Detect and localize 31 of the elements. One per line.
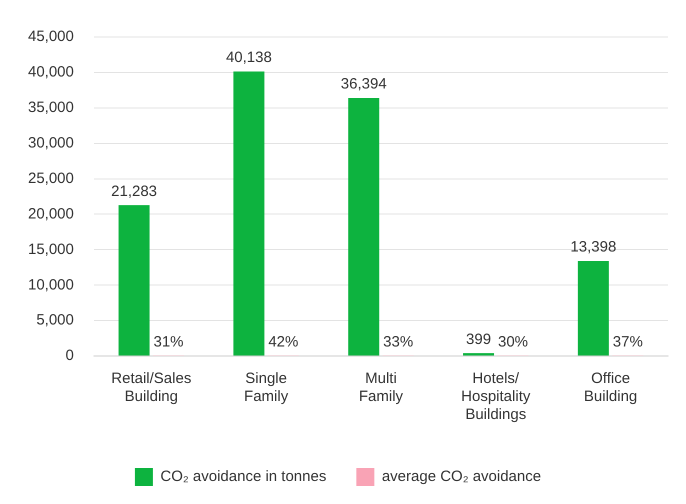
y-tick-label: 25,000 [28, 170, 74, 187]
x-tick-label: Multi Family [358, 370, 404, 406]
data-label: 36,394 [340, 76, 387, 93]
y-tick-label: 20,000 [28, 205, 74, 222]
x-tick-label: Hotels/ Hospitality Buildings [461, 370, 531, 424]
data-label: 42% [268, 333, 298, 350]
x-tick-label: Office Building [584, 370, 638, 406]
y-tick-label: 35,000 [28, 99, 74, 116]
bar [348, 98, 380, 356]
data-label: 33% [383, 333, 414, 350]
legend-label: CO₂ avoidance in tonnes [160, 468, 326, 486]
bar [578, 261, 609, 356]
bar [118, 205, 150, 356]
data-label: 13,398 [570, 238, 616, 256]
y-tick-label: 0 [66, 347, 74, 364]
data-label: 31% [154, 333, 184, 350]
data-label: 399 [466, 330, 492, 348]
y-tick-label: 10,000 [28, 276, 74, 294]
data-label: 30% [498, 333, 528, 350]
y-tick-label: 5,000 [36, 312, 74, 329]
x-tick-label: Single Family [244, 370, 289, 406]
y-tick-label: 45,000 [28, 28, 74, 46]
legend-label: average CO₂ avoidance [382, 468, 542, 486]
y-tick-label: 15,000 [28, 240, 74, 258]
y-tick-label: 40,000 [28, 64, 74, 81]
data-label: 21,283 [111, 182, 158, 200]
x-tick-label: Retail/Sales Building [111, 370, 192, 406]
bar [233, 71, 264, 356]
data-label: 40,138 [226, 49, 272, 66]
data-label: 37% [612, 333, 643, 350]
y-tick-label: 30,000 [28, 134, 74, 152]
